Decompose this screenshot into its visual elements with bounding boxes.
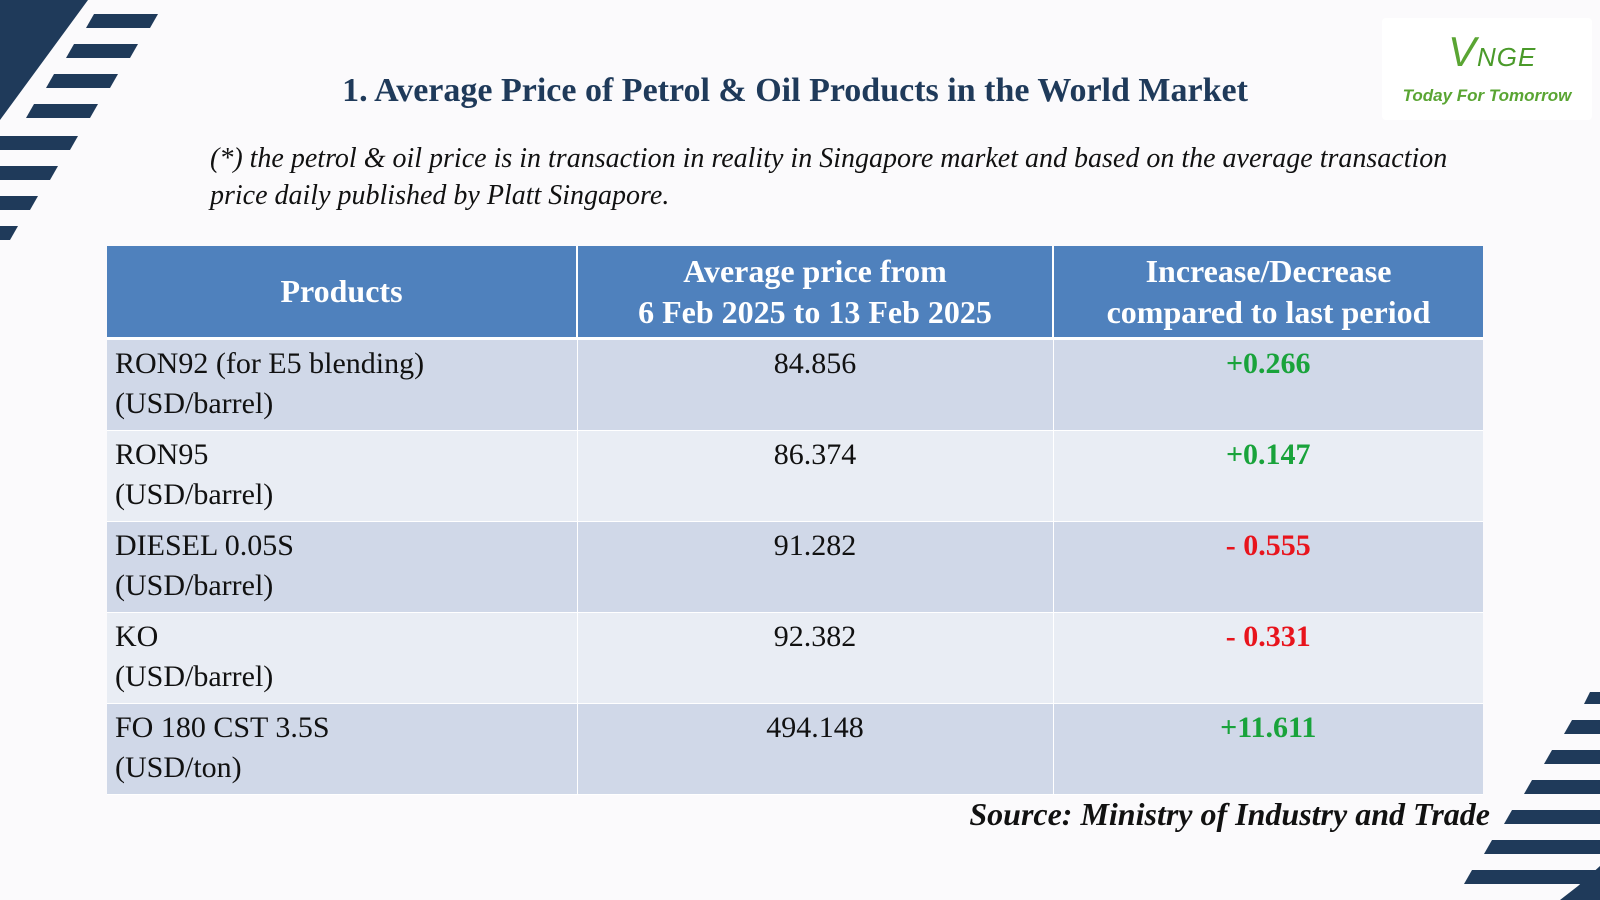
product-name: RON95 [115,438,209,471]
change-cell: +11.611 [1053,703,1483,795]
source-attribution: Source: Ministry of Industry and Trade [969,796,1490,832]
product-cell: FO 180 CST 3.5S (USD/ton) [107,703,578,795]
change-cell: - 0.331 [1053,612,1483,704]
price-cell: 86.374 [577,430,1054,522]
table-header-row: Products Average price from 6 Feb 2025 t… [107,246,1483,340]
product-unit: (USD/barrel) [115,478,274,511]
product-name: FO 180 CST 3.5S [115,711,330,744]
table-row: RON92 (for E5 blending) (USD/barrel) 84.… [107,338,1483,431]
vnge-logo-mark: VNGE [1448,28,1537,75]
header-average-price-line1: Average price from [683,252,947,289]
price-note: (*) the petrol & oil price is in transac… [210,143,1448,211]
price-cell: 92.382 [577,612,1054,704]
vnge-logo: VNGE Today For Tomorrow [1382,18,1592,120]
header-average-price: Average price from 6 Feb 2025 to 13 Feb … [577,246,1054,340]
table-row: RON95 (USD/barrel) 86.374 +0.147 [107,430,1483,522]
header-change: Increase/Decrease compared to last perio… [1053,246,1483,340]
change-cell: +0.147 [1053,430,1483,522]
price-cell: 91.282 [577,521,1054,613]
corner-stripes-decoration-bottom [1464,692,1600,900]
product-unit: (USD/ton) [115,751,242,784]
corner-stripes-decoration [0,0,158,240]
change-cell: +0.266 [1053,338,1483,431]
price-cell: 494.148 [577,703,1054,795]
header-products: Products [107,246,578,340]
price-table: Products Average price from 6 Feb 2025 t… [107,246,1483,795]
table-row: DIESEL 0.05S (USD/barrel) 91.282 - 0.555 [107,521,1483,613]
header-average-price-line2: 6 Feb 2025 to 13 Feb 2025 [638,293,992,330]
product-name: RON92 (for E5 blending) [115,347,425,380]
product-cell: RON95 (USD/barrel) [107,430,578,522]
product-unit: (USD/barrel) [115,569,274,602]
logo-tagline: Today For Tomorrow [1402,86,1572,105]
change-cell: - 0.555 [1053,521,1483,613]
page-title-text: 1. Average Price of Petrol & Oil Product… [342,72,1248,109]
header-change-line1: Increase/Decrease [1145,252,1392,289]
product-unit: (USD/barrel) [115,660,274,693]
product-cell: RON92 (for E5 blending) (USD/barrel) [107,338,578,431]
product-cell: KO (USD/barrel) [107,612,578,704]
page-title: 1. Average Price of Petrol & Oil Product… [0,72,1600,110]
table-row: FO 180 CST 3.5S (USD/ton) 494.148 +11.61… [107,703,1483,795]
table-row: KO (USD/barrel) 92.382 - 0.331 [107,612,1483,704]
price-cell: 84.856 [577,338,1054,431]
product-name: KO [115,620,159,653]
header-change-line2: compared to last period [1106,293,1431,330]
product-name: DIESEL 0.05S [115,529,294,562]
product-unit: (USD/barrel) [115,387,274,420]
product-cell: DIESEL 0.05S (USD/barrel) [107,521,578,613]
